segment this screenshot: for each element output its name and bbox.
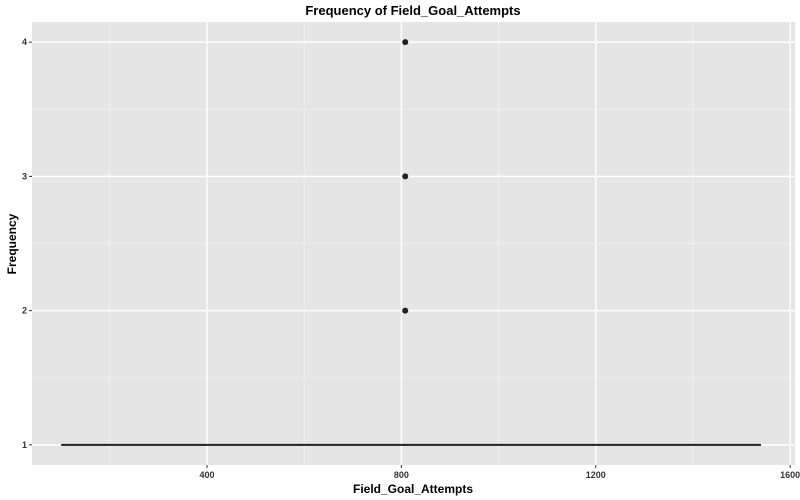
minor-gridlines: [32, 22, 795, 465]
x-tick-label: 1200: [586, 470, 606, 480]
data-points: [402, 39, 409, 314]
data-point: [402, 173, 409, 180]
x-tick-label: 800: [394, 470, 409, 480]
y-tick-label: 1: [22, 440, 27, 450]
y-tick-label: 4: [22, 37, 27, 47]
y-tick-label: 2: [22, 306, 27, 316]
data-point: [402, 307, 409, 314]
x-tick-label: 400: [199, 470, 214, 480]
y-axis: 1 2 3 4: [22, 37, 32, 450]
data-point: [402, 39, 409, 46]
x-axis-title: Field_Goal_Attempts: [353, 482, 473, 496]
y-tick-label: 3: [22, 171, 27, 181]
x-axis: 400 800 1200 1600: [199, 465, 800, 480]
y-axis-title: Frequency: [5, 213, 19, 274]
chart-title: Frequency of Field_Goal_Attempts: [305, 3, 520, 18]
x-tick-label: 1600: [780, 470, 800, 480]
